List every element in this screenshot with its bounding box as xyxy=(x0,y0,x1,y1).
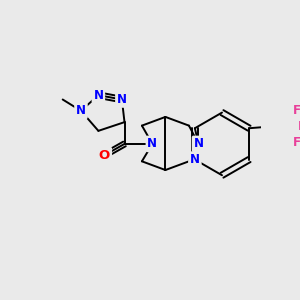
Text: N: N xyxy=(76,104,86,117)
Text: O: O xyxy=(99,149,110,162)
Text: N: N xyxy=(194,137,203,150)
Text: N: N xyxy=(190,153,200,166)
Text: F: F xyxy=(297,120,300,133)
Text: N: N xyxy=(147,137,158,150)
Text: N: N xyxy=(93,88,103,102)
Text: F: F xyxy=(293,136,300,149)
Text: N: N xyxy=(117,93,127,106)
Text: F: F xyxy=(293,104,300,117)
